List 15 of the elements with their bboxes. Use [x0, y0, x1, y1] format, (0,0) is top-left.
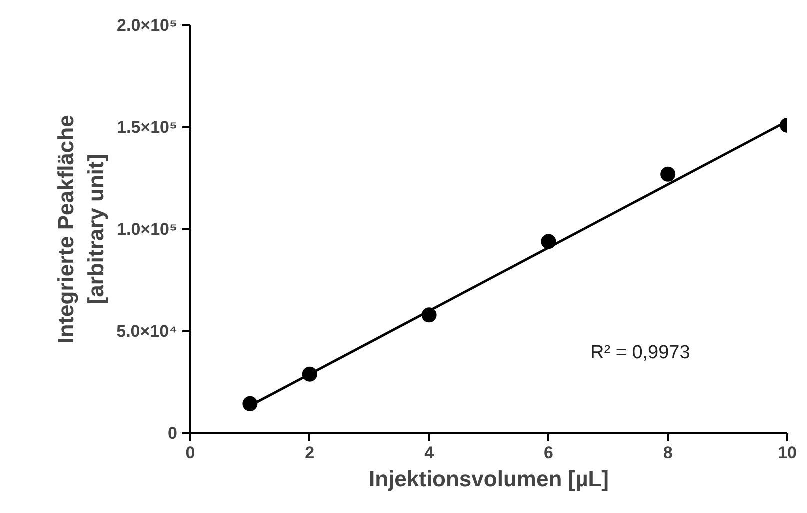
x-tick-label: 6: [544, 444, 554, 462]
annotation: R² = 0,9973: [590, 342, 690, 364]
y-tick-label: 1.0×10⁵: [117, 220, 178, 239]
y-tick-label: 5.0×10⁴: [116, 322, 178, 341]
x-tick-label: 0: [186, 444, 196, 462]
y-tick-label: 2.0×10⁵: [117, 16, 178, 35]
x-tick-label: 2: [305, 444, 315, 462]
point: [660, 166, 676, 182]
y-tick-label: 1.5×10⁵: [117, 118, 178, 137]
y-tick-label: 0: [168, 424, 178, 443]
x-tick-label: 8: [663, 444, 673, 462]
y-axis-title: Integrierte Peakfläche [arbitrary unit]: [54, 115, 109, 344]
x-tick-label: 4: [424, 444, 435, 462]
x-tick-label: 10: [778, 444, 797, 462]
x-axis-title: Injektionsvolumen [µL]: [368, 466, 610, 492]
